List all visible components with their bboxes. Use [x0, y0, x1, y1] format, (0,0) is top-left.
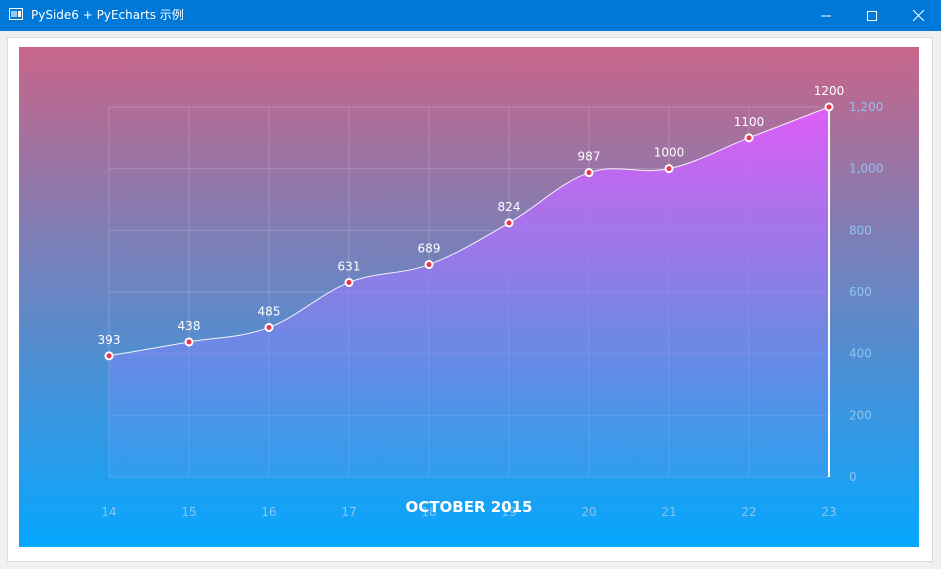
data-label: 393	[98, 333, 121, 347]
data-point	[264, 322, 274, 332]
maximize-button[interactable]	[849, 0, 895, 31]
data-point	[424, 260, 434, 270]
data-point	[744, 133, 754, 143]
x-tick-label: 15	[181, 505, 196, 519]
title-bar: PySide6 + PyEcharts 示例	[0, 0, 941, 31]
data-point	[824, 102, 834, 112]
data-label: 631	[338, 259, 361, 273]
data-label: 438	[178, 319, 201, 333]
y-tick-label: 1,000	[849, 162, 883, 176]
window-title: PySide6 + PyEcharts 示例	[31, 8, 184, 22]
data-point	[504, 218, 514, 228]
data-label: 1200	[814, 84, 845, 98]
x-tick-label: 14	[101, 505, 116, 519]
y-tick-label: 400	[849, 347, 872, 361]
x-tick-label: 20	[581, 505, 596, 519]
data-point	[104, 351, 114, 361]
minimize-icon	[821, 15, 831, 16]
y-tick-label: 200	[849, 408, 872, 422]
x-tick-label: 16	[261, 505, 276, 519]
y-tick-label: 0	[849, 470, 857, 484]
x-tick-label: 21	[661, 505, 676, 519]
y-tick-label: 600	[849, 285, 872, 299]
data-point	[584, 168, 594, 178]
data-label: 485	[258, 304, 281, 318]
data-label: 987	[578, 150, 601, 164]
series-line	[108, 106, 830, 357]
y-tick-label: 800	[849, 223, 872, 237]
y-tick-label: 1,200	[849, 100, 883, 114]
close-button[interactable]	[895, 0, 941, 31]
data-label: 824	[498, 200, 521, 214]
data-point	[664, 164, 674, 174]
data-label: 1000	[654, 146, 685, 160]
x-tick-label: 18	[421, 505, 436, 519]
minimize-button[interactable]	[803, 0, 849, 31]
data-point	[344, 277, 354, 287]
chart-svg: 0 200 400 600 800 1,000 1,200 14 15 16 17 18 19 20 21 2…	[19, 47, 919, 547]
close-icon	[912, 10, 924, 21]
app-window-icon	[9, 8, 23, 20]
x-tick-label: 23	[821, 505, 836, 519]
data-label: 689	[418, 242, 441, 256]
maximize-icon	[867, 10, 877, 21]
chart-title: OCTOBER 2015	[406, 498, 533, 516]
series-area	[109, 107, 829, 477]
chart: 0 200 400 600 800 1,000 1,200 14 15 16 17 18 19 20 21 2…	[19, 47, 919, 547]
x-tick-label: 17	[341, 505, 356, 519]
data-point	[184, 337, 194, 347]
x-tick-label: 22	[741, 505, 756, 519]
data-label: 1100	[734, 115, 765, 129]
x-tick-label: 19	[501, 505, 516, 519]
